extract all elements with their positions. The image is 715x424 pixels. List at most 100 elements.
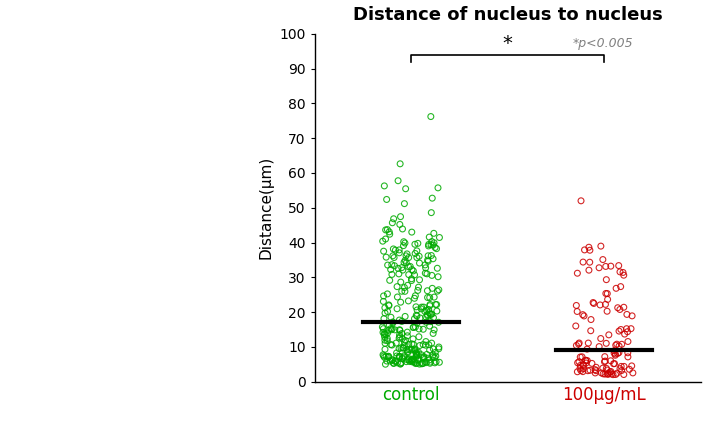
- Point: [618, 272, 629, 279]
- Point: [580, 357, 591, 364]
- Point: [409, 295, 420, 302]
- Point: [430, 301, 441, 308]
- Point: [400, 259, 412, 266]
- Point: [612, 304, 623, 311]
- Point: [396, 288, 408, 295]
- Point: [428, 326, 440, 333]
- Point: [411, 349, 423, 356]
- Point: [398, 345, 409, 351]
- Point: [616, 367, 627, 374]
- Point: [398, 242, 409, 249]
- Point: [578, 362, 589, 369]
- Point: [588, 299, 599, 306]
- Point: [410, 304, 422, 310]
- Point: [418, 360, 429, 367]
- Point: [402, 349, 413, 356]
- Point: [412, 319, 423, 326]
- Point: [406, 357, 418, 364]
- Point: [423, 252, 434, 259]
- Point: [381, 358, 393, 365]
- Point: [399, 284, 410, 291]
- Point: [405, 347, 417, 354]
- Point: [432, 265, 443, 272]
- Point: [385, 266, 396, 273]
- Point: [423, 306, 435, 313]
- Point: [428, 346, 439, 352]
- Point: [413, 253, 425, 259]
- Point: [413, 349, 424, 355]
- Point: [402, 329, 413, 335]
- Point: [615, 283, 626, 290]
- Point: [379, 354, 390, 361]
- Point: [572, 270, 583, 276]
- Point: [385, 314, 397, 321]
- Point: [389, 262, 400, 269]
- Point: [410, 354, 422, 361]
- Point: [598, 371, 609, 377]
- Point: [626, 363, 638, 369]
- Point: [580, 357, 591, 363]
- Point: [380, 236, 391, 243]
- Point: [408, 358, 420, 365]
- Point: [626, 312, 638, 319]
- Point: [411, 254, 423, 261]
- Point: [622, 354, 633, 360]
- Point: [575, 354, 586, 360]
- Point: [408, 268, 419, 274]
- Point: [383, 327, 394, 334]
- Point: [413, 333, 425, 340]
- Point: [418, 353, 430, 360]
- Point: [616, 363, 627, 370]
- Point: [388, 360, 400, 367]
- Point: [387, 326, 398, 332]
- Point: [424, 302, 435, 309]
- Point: [395, 299, 406, 306]
- Point: [433, 343, 445, 350]
- Point: [391, 305, 403, 312]
- Point: [582, 367, 593, 374]
- Point: [408, 335, 419, 342]
- Point: [428, 230, 440, 237]
- Point: [433, 286, 445, 293]
- Point: [390, 357, 401, 364]
- Point: [589, 366, 601, 373]
- Point: [379, 334, 390, 340]
- Point: [392, 360, 403, 366]
- Point: [571, 302, 582, 309]
- Point: [571, 342, 582, 349]
- Point: [404, 355, 415, 362]
- Point: [394, 327, 405, 334]
- Point: [586, 360, 598, 367]
- Point: [419, 308, 430, 315]
- Point: [408, 356, 419, 363]
- Point: [408, 324, 420, 331]
- Point: [378, 315, 390, 322]
- Point: [397, 354, 408, 361]
- Point: [409, 315, 420, 322]
- Point: [395, 160, 406, 167]
- Point: [622, 338, 633, 345]
- Point: [420, 358, 431, 365]
- Point: [393, 353, 405, 360]
- Point: [589, 370, 601, 377]
- Point: [598, 358, 610, 365]
- Point: [576, 354, 588, 360]
- Point: [382, 338, 393, 344]
- Point: [383, 229, 395, 235]
- Point: [380, 340, 391, 347]
- Point: [393, 335, 405, 342]
- Point: [422, 312, 433, 319]
- Point: [422, 257, 433, 263]
- Point: [381, 196, 393, 203]
- Point: [428, 242, 439, 248]
- Point: [420, 342, 431, 349]
- Point: [390, 340, 402, 346]
- Point: [595, 335, 606, 342]
- Point: [572, 368, 583, 375]
- Point: [410, 360, 421, 367]
- Point: [391, 283, 403, 290]
- Point: [593, 265, 605, 271]
- Point: [392, 293, 403, 300]
- Point: [387, 357, 398, 363]
- Point: [379, 182, 390, 189]
